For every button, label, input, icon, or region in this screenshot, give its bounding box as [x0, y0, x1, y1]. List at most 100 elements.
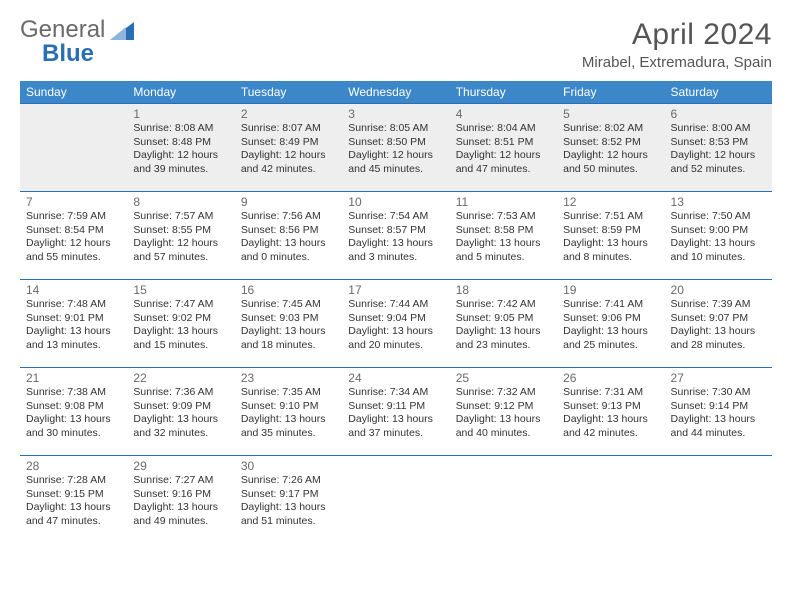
sunset-line: Sunset: 8:59 PM — [563, 224, 658, 238]
day-number: 9 — [241, 195, 336, 209]
daylight-line: Daylight: 12 hours and 55 minutes. — [26, 237, 121, 264]
day-number: 19 — [563, 283, 658, 297]
day-number: 18 — [456, 283, 551, 297]
sunset-line: Sunset: 9:12 PM — [456, 400, 551, 414]
calendar-day-cell: 15Sunrise: 7:47 AMSunset: 9:02 PMDayligh… — [127, 280, 234, 368]
calendar-day-cell: 10Sunrise: 7:54 AMSunset: 8:57 PMDayligh… — [342, 192, 449, 280]
daylight-line: Daylight: 12 hours and 42 minutes. — [241, 149, 336, 176]
day-number: 12 — [563, 195, 658, 209]
sunset-line: Sunset: 9:04 PM — [348, 312, 443, 326]
sunset-line: Sunset: 8:51 PM — [456, 136, 551, 150]
sunset-line: Sunset: 8:57 PM — [348, 224, 443, 238]
sunset-line: Sunset: 8:54 PM — [26, 224, 121, 238]
sunrise-line: Sunrise: 7:39 AM — [671, 298, 766, 312]
header: General Blue April 2024 Mirabel, Extrema… — [20, 18, 772, 71]
sunset-line: Sunset: 9:07 PM — [671, 312, 766, 326]
sunrise-line: Sunrise: 7:57 AM — [133, 210, 228, 224]
sunset-line: Sunset: 9:08 PM — [26, 400, 121, 414]
calendar-day-cell: 27Sunrise: 7:30 AMSunset: 9:14 PMDayligh… — [665, 368, 772, 456]
day-number: 28 — [26, 459, 121, 473]
daylight-line: Daylight: 13 hours and 20 minutes. — [348, 325, 443, 352]
daylight-line: Daylight: 13 hours and 47 minutes. — [26, 501, 121, 528]
day-number: 4 — [456, 107, 551, 121]
sunset-line: Sunset: 8:48 PM — [133, 136, 228, 150]
calendar-day-cell: 3Sunrise: 8:05 AMSunset: 8:50 PMDaylight… — [342, 104, 449, 192]
title-month: April 2024 — [582, 18, 772, 52]
calendar-day-cell: 20Sunrise: 7:39 AMSunset: 9:07 PMDayligh… — [665, 280, 772, 368]
day-number: 22 — [133, 371, 228, 385]
calendar-day-cell: 16Sunrise: 7:45 AMSunset: 9:03 PMDayligh… — [235, 280, 342, 368]
daylight-line: Daylight: 13 hours and 23 minutes. — [456, 325, 551, 352]
calendar-day-cell: 2Sunrise: 8:07 AMSunset: 8:49 PMDaylight… — [235, 104, 342, 192]
calendar-day-cell: 9Sunrise: 7:56 AMSunset: 8:56 PMDaylight… — [235, 192, 342, 280]
daylight-line: Daylight: 12 hours and 45 minutes. — [348, 149, 443, 176]
sunrise-line: Sunrise: 7:38 AM — [26, 386, 121, 400]
daylight-line: Daylight: 13 hours and 42 minutes. — [563, 413, 658, 440]
day-number: 2 — [241, 107, 336, 121]
sunset-line: Sunset: 9:01 PM — [26, 312, 121, 326]
calendar-day-cell: 30Sunrise: 7:26 AMSunset: 9:17 PMDayligh… — [235, 456, 342, 544]
daylight-line: Daylight: 13 hours and 49 minutes. — [133, 501, 228, 528]
weekday-header: Friday — [557, 81, 664, 104]
sunset-line: Sunset: 9:13 PM — [563, 400, 658, 414]
day-number: 16 — [241, 283, 336, 297]
calendar-day-cell — [450, 456, 557, 544]
calendar-day-cell: 21Sunrise: 7:38 AMSunset: 9:08 PMDayligh… — [20, 368, 127, 456]
sunset-line: Sunset: 9:05 PM — [456, 312, 551, 326]
weekday-header: Wednesday — [342, 81, 449, 104]
sunset-line: Sunset: 9:14 PM — [671, 400, 766, 414]
calendar-day-cell: 25Sunrise: 7:32 AMSunset: 9:12 PMDayligh… — [450, 368, 557, 456]
daylight-line: Daylight: 13 hours and 37 minutes. — [348, 413, 443, 440]
sunset-line: Sunset: 9:11 PM — [348, 400, 443, 414]
weekday-header: Tuesday — [235, 81, 342, 104]
sunset-line: Sunset: 9:09 PM — [133, 400, 228, 414]
calendar-day-cell: 23Sunrise: 7:35 AMSunset: 9:10 PMDayligh… — [235, 368, 342, 456]
daylight-line: Daylight: 12 hours and 50 minutes. — [563, 149, 658, 176]
sunrise-line: Sunrise: 7:50 AM — [671, 210, 766, 224]
calendar-day-cell: 4Sunrise: 8:04 AMSunset: 8:51 PMDaylight… — [450, 104, 557, 192]
daylight-line: Daylight: 13 hours and 25 minutes. — [563, 325, 658, 352]
sunrise-line: Sunrise: 7:54 AM — [348, 210, 443, 224]
sunset-line: Sunset: 9:06 PM — [563, 312, 658, 326]
day-number: 13 — [671, 195, 766, 209]
sunrise-line: Sunrise: 7:44 AM — [348, 298, 443, 312]
calendar-day-cell — [20, 104, 127, 192]
sunrise-line: Sunrise: 7:27 AM — [133, 474, 228, 488]
day-number: 15 — [133, 283, 228, 297]
day-number: 23 — [241, 371, 336, 385]
daylight-line: Daylight: 13 hours and 35 minutes. — [241, 413, 336, 440]
day-number: 5 — [563, 107, 658, 121]
calendar-week-row: 1Sunrise: 8:08 AMSunset: 8:48 PM Daylight… — [20, 104, 772, 192]
day-number: 26 — [563, 371, 658, 385]
day-number: 1 — [133, 107, 228, 121]
weekday-header-row: Sunday Monday Tuesday Wednesday Thursday… — [20, 81, 772, 104]
day-number: 29 — [133, 459, 228, 473]
calendar-day-cell: 1Sunrise: 8:08 AMSunset: 8:48 PMDaylight… — [127, 104, 234, 192]
calendar-day-cell: 11Sunrise: 7:53 AMSunset: 8:58 PMDayligh… — [450, 192, 557, 280]
sunset-line: Sunset: 8:55 PM — [133, 224, 228, 238]
calendar-day-cell: 13Sunrise: 7:50 AMSunset: 9:00 PMDayligh… — [665, 192, 772, 280]
daylight-line: Daylight: 13 hours and 5 minutes. — [456, 237, 551, 264]
sunset-line: Sunset: 8:49 PM — [241, 136, 336, 150]
calendar-day-cell — [557, 456, 664, 544]
sunset-line: Sunset: 9:15 PM — [26, 488, 121, 502]
daylight-line: Daylight: 13 hours and 32 minutes. — [133, 413, 228, 440]
day-number: 8 — [133, 195, 228, 209]
sunrise-line: Sunrise: 7:31 AM — [563, 386, 658, 400]
sunset-line: Sunset: 9:16 PM — [133, 488, 228, 502]
sunrise-line: Sunrise: 7:36 AM — [133, 386, 228, 400]
daylight-line: Daylight: 13 hours and 8 minutes. — [563, 237, 658, 264]
sunrise-line: Sunrise: 8:08 AM — [133, 122, 228, 136]
day-number: 3 — [348, 107, 443, 121]
daylight-line: Daylight: 12 hours and 52 minutes. — [671, 149, 766, 176]
day-number: 11 — [456, 195, 551, 209]
calendar-day-cell — [342, 456, 449, 544]
daylight-line: Daylight: 13 hours and 3 minutes. — [348, 237, 443, 264]
sunrise-line: Sunrise: 7:45 AM — [241, 298, 336, 312]
sunset-line: Sunset: 9:02 PM — [133, 312, 228, 326]
weekday-header: Monday — [127, 81, 234, 104]
calendar-table: Sunday Monday Tuesday Wednesday Thursday… — [20, 81, 772, 544]
sunrise-line: Sunrise: 7:51 AM — [563, 210, 658, 224]
sunrise-line: Sunrise: 7:32 AM — [456, 386, 551, 400]
calendar-day-cell — [665, 456, 772, 544]
